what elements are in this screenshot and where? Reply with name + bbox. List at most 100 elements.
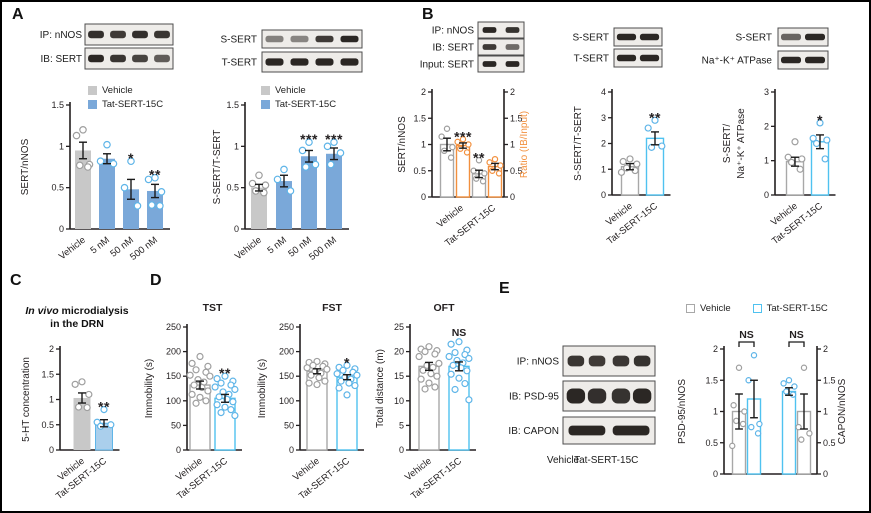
data-point [651,116,659,124]
chart-a-ssert-tsert: 0 0.5 1 1.5 S-SERT/T-SERT *** *** Vehicle 5 nM 50… [187,97,392,269]
data-point [343,361,351,369]
blot-band [505,61,520,67]
svg-text:0: 0 [234,224,239,234]
svg-text:***: *** [325,131,343,147]
svg-text:5: 5 [399,420,404,430]
data-point [421,347,429,356]
svg-text:5-HT concentration: 5-HT concentration [21,357,32,442]
svg-text:0.5: 0.5 [226,183,239,193]
data-point [489,167,496,174]
data-point [213,375,221,383]
data-point [286,187,295,195]
blot-band [110,30,126,39]
panel-label-c: C [10,272,22,289]
data-point [351,381,359,390]
svg-text:1: 1 [601,164,606,174]
data-point [800,364,808,371]
blot-box [261,51,363,73]
blot-band [88,30,104,39]
svg-text:1: 1 [59,141,64,151]
svg-text:0: 0 [176,445,181,455]
data-point [107,421,115,429]
blot-band [632,388,652,404]
data-point [739,420,747,428]
bar [251,187,267,229]
data-point [248,179,257,188]
svg-text:25: 25 [394,322,404,332]
data-point [733,417,740,425]
vehicle-swatch [261,86,270,95]
blot-band [482,61,497,67]
data-point [748,423,755,431]
svg-text:2: 2 [764,121,769,131]
blot-band [567,355,585,367]
blot-band [505,44,520,50]
data-point [339,366,347,374]
data-point [217,379,225,387]
blot-a-surface: S-SERT T-SERT [212,18,367,76]
chart-svg-B-sert-nnos-ratio: 0 0.5 1 1.5 2 0 0.5 1 1.5 2 SERT/nNOS Ratio (IB/Inp… [397,87,530,249]
legend-item-vehicle: Vehicle [88,85,163,96]
data-point [445,352,453,361]
blot-band [566,388,586,404]
data-point [491,155,499,163]
data-point [798,155,806,163]
blot-box [84,23,174,46]
data-point [221,403,229,411]
data-point [447,370,455,378]
data-point [633,160,641,168]
blot-row-label: IB: CAPON [508,426,559,437]
data-point [192,399,200,407]
svg-text:Immobility (s): Immobility (s) [257,359,268,418]
svg-text:1: 1 [421,140,426,150]
data-point [433,372,441,380]
data-point [816,119,824,127]
legend-item-tat: Tat-SERT-15C [752,303,828,314]
svg-text:OFT: OFT [434,302,456,314]
blot-box [477,55,525,73]
svg-text:0: 0 [49,445,54,455]
blot-band [639,33,660,41]
blot-band [132,54,148,63]
svg-text:S-SERT/T-SERT: S-SERT/T-SERT [212,130,223,205]
data-point [735,364,743,371]
svg-text:0.5: 0.5 [823,438,836,448]
chart-a-sert-nnos: 0 0.5 1 1.5 SERT/nNOS * ** Vehicle 5 nM 50 nM 500 … [12,97,197,269]
data-point [465,354,473,363]
data-point [658,142,666,150]
svg-text:20: 20 [394,347,404,357]
blot-svg: S-SERT T-SERT [221,29,363,73]
data-point [451,385,459,394]
blot-row-label: Na⁺-K⁺ ATPase [702,56,773,67]
panel-label-d: D [150,272,162,289]
svg-text:PSD-95/nNOS: PSD-95/nNOS [677,379,688,444]
svg-text:Total distance (m): Total distance (m) [375,349,386,428]
svg-text:2: 2 [823,344,828,354]
svg-text:0: 0 [510,192,515,202]
data-point [323,365,331,373]
data-point [78,378,86,386]
blot-row-label: S-SERT [736,33,773,44]
data-point [333,370,341,378]
data-point [750,352,758,359]
data-point [192,366,200,374]
blot-band [781,56,801,64]
data-point [204,387,212,395]
data-point [335,384,343,392]
data-point [227,406,235,414]
data-point [84,163,92,171]
blot-band [588,355,606,367]
data-point [196,393,204,401]
blot-box [613,48,663,68]
blot-svg: S-SERT T-SERT [573,27,663,68]
svg-text:1.5: 1.5 [41,369,54,379]
data-point [71,380,79,388]
legend-item-tat: Tat-SERT-15C [88,99,163,110]
svg-text:0: 0 [289,445,294,455]
panel-label-e: E [499,280,510,297]
svg-text:150: 150 [279,371,294,381]
data-point [305,379,313,387]
